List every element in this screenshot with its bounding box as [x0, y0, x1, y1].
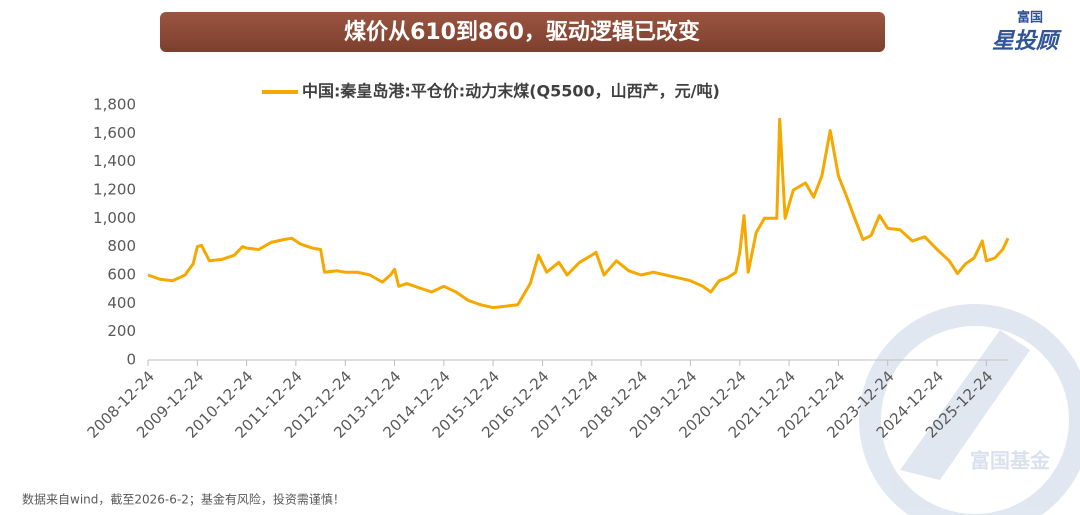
- y-tick-label: 0: [126, 351, 136, 369]
- logo-top: 富国: [1017, 10, 1043, 26]
- y-tick-label: 800: [107, 237, 136, 255]
- y-tick-label: 400: [107, 294, 136, 312]
- y-tick-label: 1,200: [93, 181, 136, 199]
- watermark-text: 富国基金: [970, 449, 1051, 473]
- chart-title: 煤价从610到860，驱动逻辑已改变: [344, 19, 700, 45]
- title-banner: [160, 12, 885, 52]
- legend-label: 中国:秦皇岛港:平仓价:动力末煤(Q5500，山西产，元/吨): [302, 82, 720, 101]
- footnote: 数据来自wind，截至2026-6-2；基金有风险，投资需谨慎！: [22, 492, 345, 507]
- y-tick-label: 1,400: [93, 152, 136, 170]
- y-tick-label: 200: [107, 322, 136, 340]
- y-tick-label: 600: [107, 266, 136, 284]
- series-line: [147, 117, 1010, 310]
- y-tick-label: 1,600: [93, 124, 136, 142]
- logo-main: 星投顾: [992, 29, 1062, 54]
- y-tick-label: 1,000: [93, 209, 136, 227]
- watermark: 富国基金: [859, 304, 1080, 515]
- y-tick-label: 1,800: [93, 96, 136, 114]
